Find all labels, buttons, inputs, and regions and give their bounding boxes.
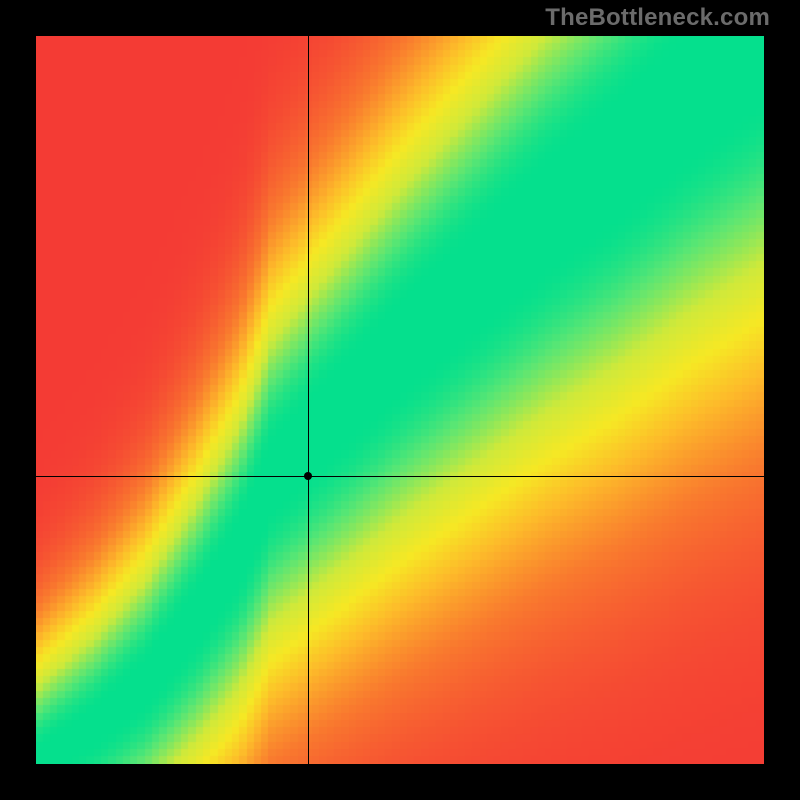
bottleneck-heatmap xyxy=(36,36,764,764)
crosshair-vertical-line xyxy=(308,36,309,764)
crosshair-horizontal-line xyxy=(36,476,764,477)
watermark-text: TheBottleneck.com xyxy=(545,4,770,32)
crosshair-marker-dot xyxy=(304,472,312,480)
